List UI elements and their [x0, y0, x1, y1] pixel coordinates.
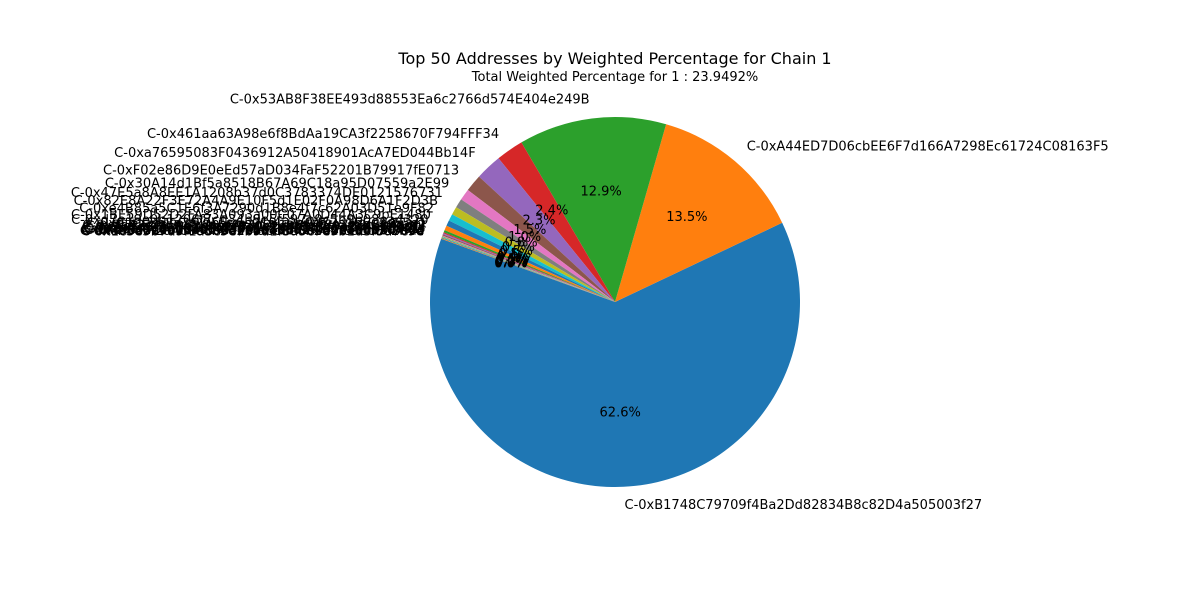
slice-percent-label: 0.4%	[497, 250, 530, 265]
slice-percent-label: 0.5%	[498, 247, 531, 262]
slice-percent-label: 1.5%	[513, 223, 546, 238]
pie-slice	[443, 230, 615, 302]
slice-label: C-0x53AB8F38EE493d88553Ea6c2766d574E404e…	[230, 93, 590, 108]
slice-label: C-0x0ff0c3b8d3f29b5a6e01f4c2e9d77a1b6c3e…	[86, 217, 427, 232]
slice-percent-label: 0.1%	[495, 254, 528, 269]
pie-slice	[615, 124, 783, 302]
slice-label: C-0x30A14d1Bf5a8518B67A69C18a95D07559a2E…	[105, 176, 449, 191]
slice-percent-label: 0.0%	[494, 256, 527, 271]
slice-label: C-0x2b4d6f8a0c2e4a6c8e0b2d4f6a8c0e2b4d6f…	[82, 221, 425, 236]
slice-percent-label: 0.0%	[494, 256, 527, 271]
pie-slice	[452, 207, 615, 302]
pie-slice	[467, 176, 615, 302]
slice-label: C-0xe4B85a5C1E6f3A7290d1B8e4f7c62A03D51e…	[79, 202, 434, 217]
pie-slice	[521, 116, 667, 302]
pie-slice	[442, 233, 615, 302]
pie-slice	[498, 142, 615, 302]
slice-percent-label: 0.6%	[500, 244, 533, 259]
slice-percent-label: 0.8%	[505, 235, 538, 250]
pie-slice	[444, 225, 615, 302]
pie-slice	[443, 232, 615, 302]
slice-label: C-0x3d5f7a9c1e3b5d7f9a1c3e5b7d9f1a3c5e7b…	[84, 222, 425, 237]
slice-label: C-0xA44ED7D06cbEE6F7d166A7298Ec61724C081…	[747, 139, 1109, 154]
pie-slice	[442, 234, 615, 302]
slice-percent-label: 0.1%	[495, 254, 528, 269]
slice-label: C-0x5c3e7f1a9b2d4e6f8a0c1e3b5d7f9a2c4e6b…	[85, 220, 426, 235]
slice-percent-label: 0.0%	[495, 255, 528, 270]
pie-slice	[456, 199, 615, 302]
slice-label: C-0xa76595083F0436912A50418901AcA7ED044B…	[114, 146, 476, 161]
slice-label: C-0x1c3e5b7d9f1a3c5e7b9d1f3a5c7e9b1d3f5a…	[81, 225, 424, 240]
slice-percent-label: 2.4%	[535, 203, 568, 218]
pie-slices	[430, 116, 801, 488]
pie-slice	[430, 222, 801, 488]
pie-slice	[442, 235, 615, 302]
slice-label: C-0x461aa63A98e6f8BdAa19CA3f2258670F794F…	[147, 127, 499, 142]
slice-label: C-0x4a6c8e0b2d4f6a8c0e2b4d6f8a0c2e4b6d8f…	[81, 223, 424, 238]
slice-label: C-0x8f0a2c4e6b8d0f2a4c6e8b0d2f4a6c8e0b2d…	[84, 223, 424, 238]
slice-label: C-0x7e9a1c3e5b7d9f1a3c5e7b9d1f3a5c7e9b1d…	[81, 222, 425, 237]
pie-slice	[446, 220, 615, 302]
slice-label: C-0x6b8d0f2a4c6e8b0d2f4a6c8e0b2d4f6a8c0e…	[80, 224, 424, 239]
pie-slice	[441, 237, 615, 302]
slice-labels: C-0xB1748C79709f4Ba2Dd82834B8c82D4a50500…	[71, 93, 1109, 513]
slice-label: C-0x9a42e1d8c7b6a5f4e3d2c1b0a9f8e7d6c5b4…	[82, 218, 426, 233]
slice-percent-label: 2.3%	[522, 214, 555, 229]
slice-percent-label: 0.0%	[495, 255, 528, 270]
pie-slice	[441, 237, 615, 302]
slice-percent-label: 12.9%	[580, 184, 621, 199]
slice-label: C-0xd7e19e0b1206f7cd34b9e5f597e9c5b9b08e…	[71, 213, 428, 228]
chart-subtitle: Total Weighted Percentage for 1 : 23.949…	[471, 70, 758, 85]
slice-percent-label: 1.0%	[508, 230, 541, 245]
pie-slice	[448, 214, 615, 302]
slice-percent-label: 0.0%	[494, 256, 527, 271]
pie-slice	[441, 236, 615, 302]
slice-percent-label: 0.0%	[495, 255, 528, 270]
slice-label: C-0x82E8A22F3E72A4A9E10F5d1E02F0A98D6A1F…	[74, 194, 438, 209]
slice-percent-label: 0.1%	[496, 253, 529, 268]
percent-labels: 62.6% 13.5% 12.9% 2.4%2.3%1.5%1.0%0.8%0.7%0…	[494, 184, 707, 420]
slice-label: C-0x1BE59D52D2FA83A093a00C07A0D44A3C9bE1…	[71, 208, 431, 223]
pie-slice	[479, 158, 615, 302]
chart-title: Top 50 Addresses by Weighted Percentage …	[397, 49, 831, 68]
pie-slice	[441, 236, 615, 302]
slice-percent-label: 0.2%	[496, 252, 529, 267]
slice-percent-label: 0.7%	[502, 240, 535, 255]
slice-percent-label: 62.6%	[600, 405, 641, 420]
pie-slice	[461, 189, 615, 302]
slice-label: C-0xF02e86D9E0eEd57aD034FaF52201B79917fE…	[103, 164, 459, 179]
pie-slice	[441, 238, 615, 302]
slice-percent-label: 13.5%	[666, 210, 707, 225]
slice-label: C-0x47E5a8A8EE1A1208b37d0C3783374DE01215…	[71, 186, 443, 201]
slice-label: C-0xB1748C79709f4Ba2Dd82834B8c82D4a50500…	[625, 498, 983, 513]
